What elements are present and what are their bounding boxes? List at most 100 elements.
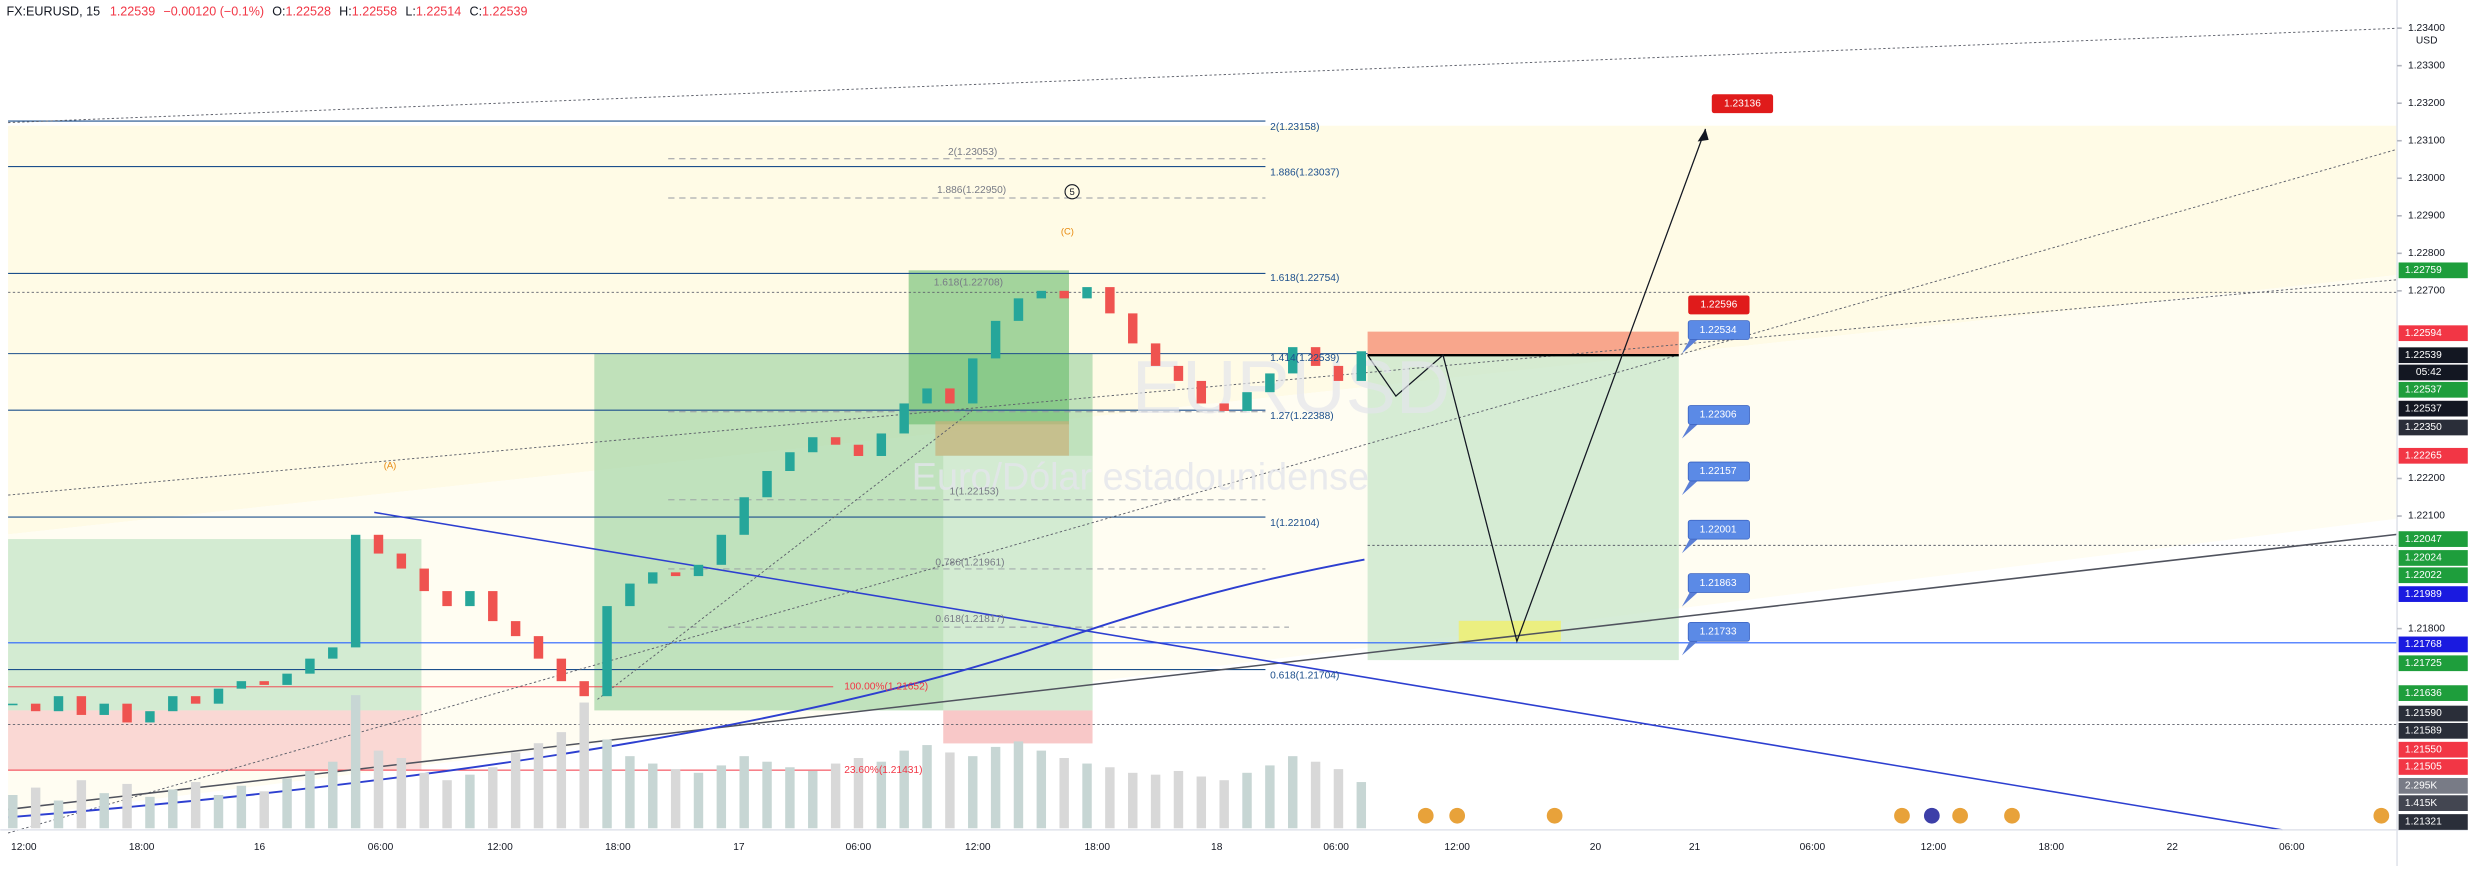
currency: USD	[2416, 36, 2438, 47]
time-label: 17	[733, 842, 745, 853]
time-label: 12:00	[1444, 842, 1470, 853]
zone	[943, 710, 1093, 744]
candle	[739, 497, 749, 535]
price-tag-label: 1.22265	[2405, 450, 2442, 461]
candle	[213, 688, 224, 704]
fib-label: 100.00%(1.21652)	[844, 682, 928, 693]
candle	[1356, 351, 1367, 381]
candle	[8, 703, 18, 706]
price-tag	[2398, 531, 2468, 547]
price-tag-label: 1.21590	[2405, 708, 2442, 719]
volume-bar	[259, 791, 269, 829]
callout	[1687, 573, 1750, 593]
close-label: C:	[469, 5, 482, 19]
candle	[190, 696, 201, 704]
callout-label: 1.21733	[1700, 627, 1737, 638]
volume-bar	[1059, 758, 1069, 829]
y-tick-label: 1.23400	[2408, 23, 2445, 34]
candle	[53, 696, 64, 712]
volume-bar	[1036, 750, 1047, 829]
time-label: 18:00	[2039, 842, 2065, 853]
volume-bar	[1333, 769, 1344, 829]
candle	[1333, 365, 1344, 381]
candle	[785, 452, 795, 471]
volume-bar	[602, 739, 612, 829]
candle	[373, 534, 384, 554]
last: 1.22539	[110, 5, 155, 19]
time-label: 12:00	[1921, 842, 1947, 853]
y-tick-label: 1.23000	[2408, 173, 2445, 184]
countdown-tag	[2398, 364, 2468, 381]
candle	[76, 696, 87, 715]
callout	[1687, 519, 1750, 540]
price-tag	[2398, 655, 2468, 672]
price-tag-label: 1.21725	[2405, 658, 2442, 669]
fib-label: 0.618(1.21704)	[1270, 671, 1339, 682]
wave-label: (A)	[384, 459, 397, 470]
volume-bar	[190, 782, 201, 829]
volume-bar	[1013, 741, 1024, 829]
volume-bar	[350, 695, 361, 829]
price-tag	[2398, 325, 2468, 342]
price-tag-label: 1.21589	[2405, 726, 2442, 737]
price-tag	[2398, 759, 2468, 775]
price-tag	[2398, 447, 2468, 464]
candle	[1059, 290, 1069, 299]
price-tag	[2398, 814, 2468, 830]
volume-bar	[488, 767, 498, 829]
volume-bar	[693, 772, 704, 829]
candle	[899, 403, 909, 434]
callout-label: 1.22306	[1700, 410, 1737, 421]
candle	[1173, 365, 1184, 381]
price-tag-label: 1.22539	[2405, 350, 2442, 361]
price-tag	[2398, 347, 2468, 364]
symbol: FX:EURUSD, 15	[7, 5, 101, 19]
candle	[145, 711, 155, 723]
volume-bar	[1265, 765, 1275, 829]
event-icons	[1417, 807, 2390, 824]
time-label: 06:00	[368, 842, 394, 853]
price-tag	[2398, 685, 2468, 701]
price-tag	[2398, 381, 2468, 398]
volume-bar	[808, 770, 818, 829]
wave-label: (C)	[1061, 225, 1074, 236]
fib-label: 1.886(1.23037)	[1270, 168, 1339, 179]
low-label: L:	[405, 5, 415, 19]
volume-bar	[556, 732, 567, 829]
high-label: H:	[339, 5, 352, 19]
volume-tag-label: 2.295K	[2405, 781, 2438, 792]
y-tick-label: 1.22100	[2408, 511, 2445, 522]
price-tag	[2398, 636, 2468, 653]
time-label: 22	[2167, 842, 2179, 853]
projection	[1367, 128, 1707, 644]
candle	[442, 591, 452, 607]
arrow-head	[1697, 128, 1709, 142]
candle	[579, 681, 589, 697]
price-tag	[2398, 262, 2468, 279]
candle	[396, 553, 407, 569]
candle	[488, 591, 498, 622]
candle	[693, 564, 704, 577]
candle	[99, 703, 109, 715]
close: 1.22539	[482, 5, 527, 19]
time-label: 12:00	[487, 842, 513, 853]
fib-lines	[8, 686, 834, 771]
header: FX:EURUSD, 15 1.22539 −0.00120 (−0.1%) O…	[7, 5, 528, 19]
volume-bar	[762, 761, 772, 829]
volume-bar	[328, 761, 338, 829]
volume-bar	[30, 787, 41, 829]
volume-bar	[785, 767, 795, 829]
target-label: 1.22596	[1700, 300, 1737, 311]
price-tag	[2398, 705, 2468, 722]
callout-pointer	[1681, 336, 1698, 354]
callout-pointer	[1681, 589, 1698, 607]
time-label: 18:00	[1084, 842, 1110, 853]
time-label: 21	[1689, 842, 1701, 853]
volume-bar	[1219, 780, 1229, 829]
price-tag-label: 1.22537	[2405, 384, 2442, 395]
candle	[808, 437, 818, 453]
fib-label: 23.60%(1.21431)	[844, 765, 922, 776]
time-label: 16	[254, 842, 266, 853]
price-tag-label: 1.22047	[2405, 534, 2442, 545]
callout	[1687, 461, 1750, 482]
